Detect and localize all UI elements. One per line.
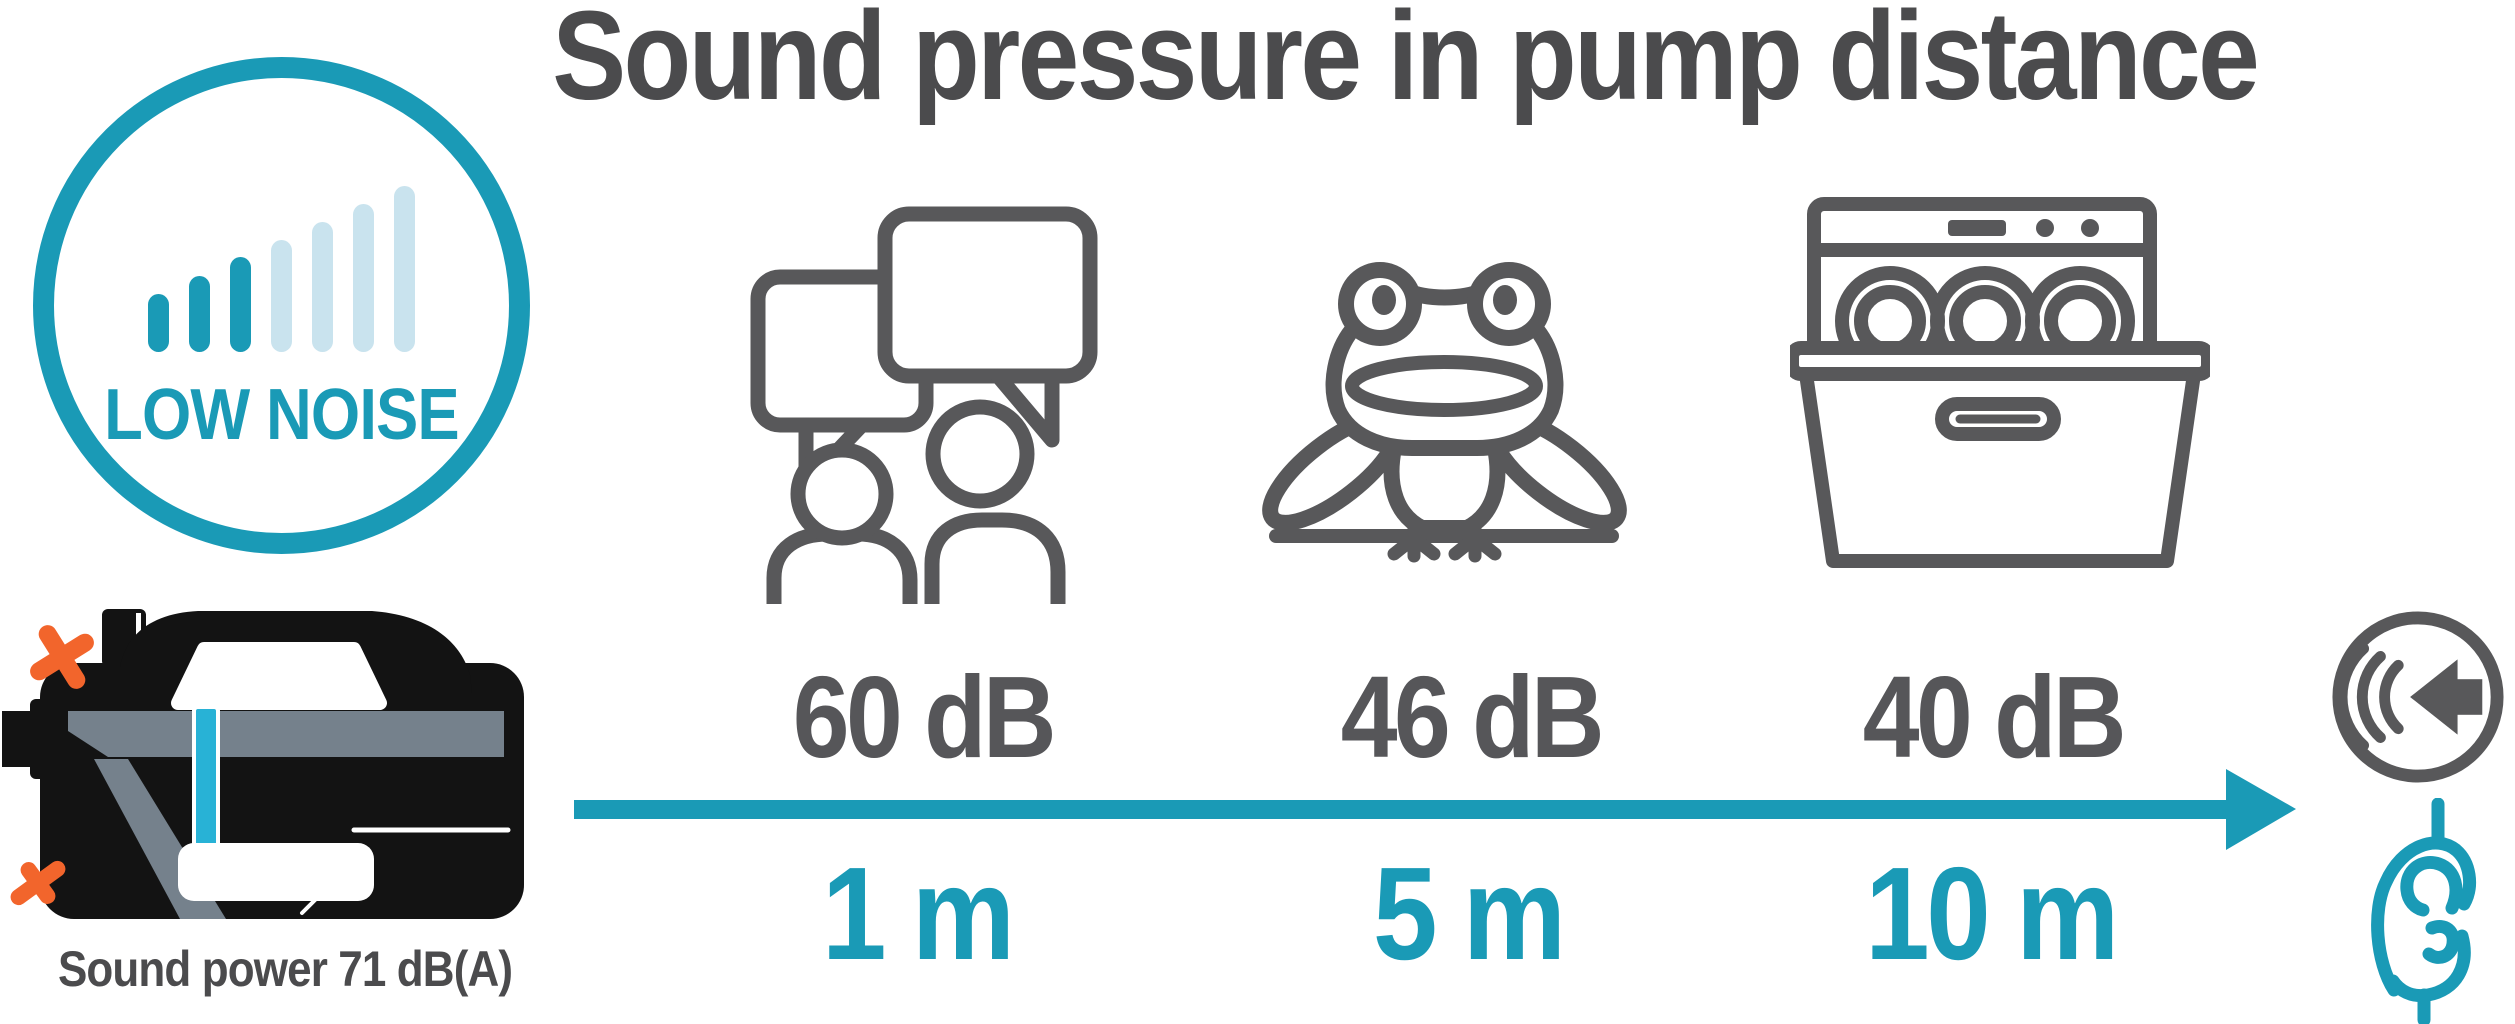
page-title: Sound pressure in pump distance [430,0,2380,122]
distance-label-2: 5 m [1208,838,1728,989]
distance-label-3: 10 m [1730,838,2250,989]
bar-5 [312,221,333,352]
db-label-1: 60 dB [663,650,1183,784]
low-noise-label: LOW NOISE [80,374,483,456]
pump-caption: Sound power 71 dB(A) [0,940,570,998]
page-title-text: Sound pressure in pump distance [552,0,2261,126]
pump-caption-text: Sound power 71 dB(A) [57,941,513,997]
bar-6 [353,203,374,352]
pump-illustration [2,609,524,919]
bar-7 [394,185,415,352]
distance-label-1: 1 m [657,838,1177,989]
bar-3 [230,256,251,352]
db-label-3-text: 40 dB [1862,652,2127,782]
ear-icon [2371,798,2477,1024]
dishwasher-icon [1790,197,2210,568]
distance-label-1-text: 1 m [822,840,1015,987]
signal-bars-icon [148,182,415,352]
low-noise-text: LOW NOISE [104,374,460,455]
people-talking-icon [750,206,1098,604]
db-label-1-text: 60 dB [792,652,1057,782]
bar-2 [189,275,210,352]
speaker-icon [2332,611,2504,783]
low-noise-badge: LOW NOISE [33,57,530,554]
distance-label-3-text: 10 m [1864,840,2119,987]
distance-label-2-text: 5 m [1373,840,1566,987]
frog-icon [1262,262,1627,563]
db-label-3: 40 dB [1733,650,2253,784]
bar-4 [271,239,292,352]
db-label-2: 46 dB [1211,650,1731,784]
db-label-2-text: 46 dB [1340,652,1605,782]
bar-1 [148,293,169,352]
distance-arrow [574,769,2296,850]
